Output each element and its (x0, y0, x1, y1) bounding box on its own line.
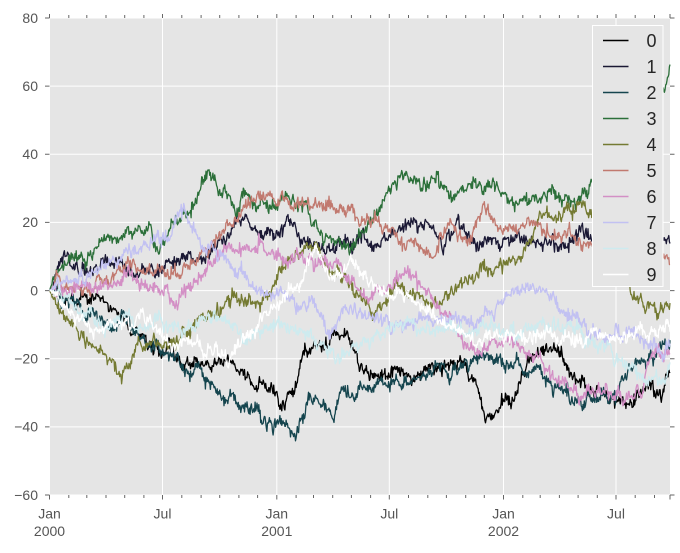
svg-text:5: 5 (647, 161, 657, 181)
svg-text:1: 1 (647, 57, 657, 77)
svg-text:Jul: Jul (607, 506, 625, 522)
svg-text:6: 6 (647, 187, 657, 207)
svg-text:−20: −20 (14, 351, 38, 367)
svg-text:2000: 2000 (34, 523, 65, 539)
svg-text:40: 40 (22, 146, 38, 162)
svg-text:3: 3 (647, 109, 657, 129)
svg-text:2: 2 (647, 83, 657, 103)
svg-text:8: 8 (647, 239, 657, 259)
svg-text:−60: −60 (14, 487, 38, 503)
svg-text:2002: 2002 (488, 523, 519, 539)
svg-text:Jul: Jul (154, 506, 172, 522)
svg-text:Jan: Jan (492, 506, 515, 522)
svg-text:0: 0 (30, 282, 38, 298)
svg-text:2001: 2001 (261, 523, 292, 539)
svg-text:Jan: Jan (266, 506, 289, 522)
svg-text:9: 9 (647, 265, 657, 285)
svg-text:60: 60 (22, 78, 38, 94)
svg-text:80: 80 (22, 10, 38, 26)
svg-text:Jul: Jul (380, 506, 398, 522)
svg-text:−40: −40 (14, 419, 38, 435)
svg-text:0: 0 (647, 31, 657, 51)
svg-text:Jan: Jan (38, 506, 61, 522)
svg-text:4: 4 (647, 135, 657, 155)
svg-text:20: 20 (22, 214, 38, 230)
svg-text:7: 7 (647, 213, 657, 233)
